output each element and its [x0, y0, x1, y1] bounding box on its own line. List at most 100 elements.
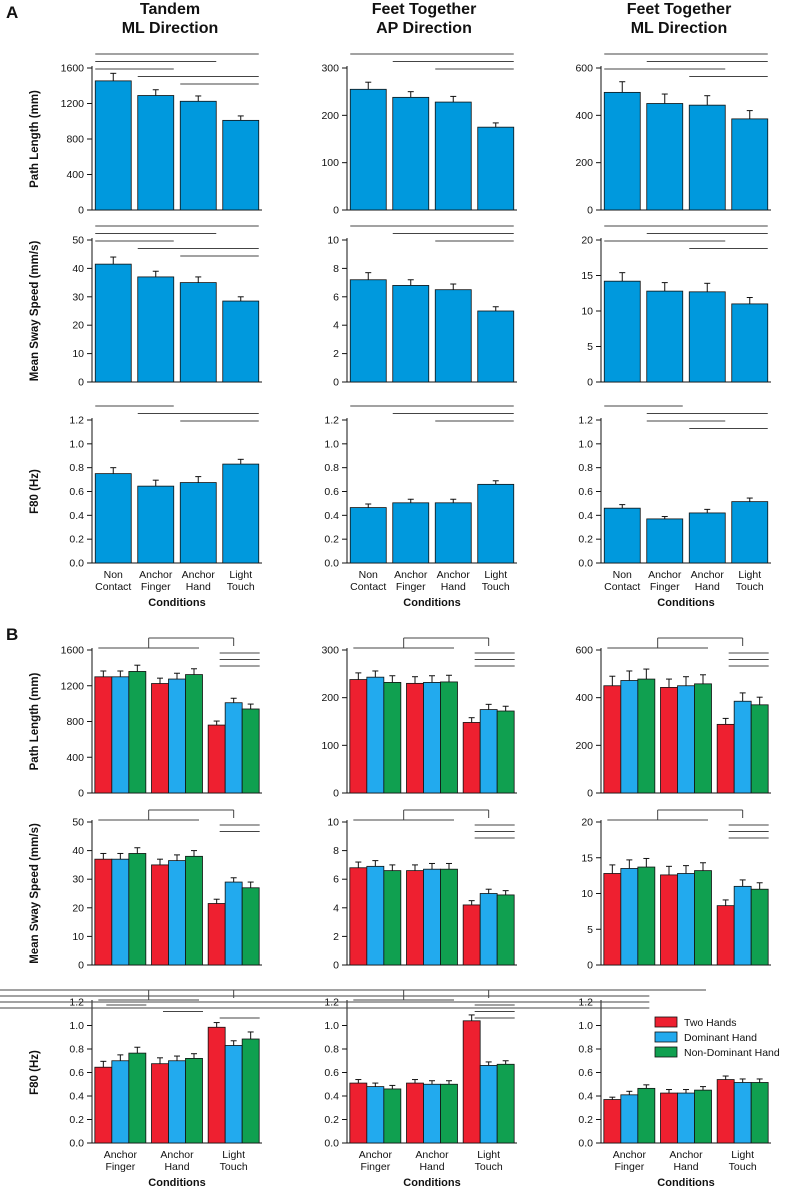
y-tick-label: 0.6 — [324, 486, 339, 498]
y-tick-label: 0 — [78, 788, 84, 800]
y-tick-label: 0.6 — [578, 486, 593, 498]
bar — [646, 518, 684, 564]
bar-dominant-hand — [111, 1060, 130, 1144]
bar — [137, 95, 175, 211]
chart-a-r1-c1: 0 2 4 6 8 10 — [327, 225, 517, 389]
y-tick-label: 0.4 — [69, 1091, 84, 1103]
bar — [731, 501, 769, 564]
y-tick-label: 5 — [587, 924, 593, 936]
bar-two-hands — [716, 905, 735, 966]
y-tick-label: 50 — [72, 817, 84, 829]
bar-two-hands — [603, 685, 622, 794]
x-tick-label: Touch — [729, 1161, 757, 1173]
x-tick-label: Hand — [164, 1161, 189, 1173]
y-tick-label: 0.6 — [578, 1067, 593, 1079]
bar-non-dominant-hand — [750, 1082, 769, 1144]
y-tick-label: 0.0 — [578, 558, 593, 570]
chart-a-r0-c2: 0 200 400 600 — [575, 53, 771, 217]
x-tick-label: Anchor — [691, 569, 725, 581]
chart-a-r1-c2: 0 5 10 15 20 — [581, 225, 771, 389]
x-tick-label: Anchor — [648, 569, 682, 581]
y-tick-label: 400 — [575, 110, 593, 122]
bar — [434, 502, 472, 564]
bar-two-hands — [94, 676, 113, 794]
y-tick-label: 2 — [333, 931, 339, 943]
x-tick-label: Touch — [475, 1161, 503, 1173]
y-tick-label: 20 — [72, 320, 84, 332]
x-tick-label: Hand — [419, 1161, 444, 1173]
y-tick-label: 300 — [321, 63, 339, 75]
bar-non-dominant-hand — [383, 682, 402, 794]
y-tick-label: 30 — [72, 874, 84, 886]
y-tick-label: 100 — [321, 740, 339, 752]
bar-dominant-hand — [366, 1086, 385, 1144]
y-tick-label: 0.4 — [324, 510, 339, 522]
bar-dominant-hand — [479, 709, 498, 794]
y-tick-label: 600 — [575, 63, 593, 75]
x-tick-label: Light — [738, 569, 761, 581]
bar-non-dominant-hand — [440, 868, 458, 966]
bar — [731, 303, 769, 383]
y-tick-label: 1600 — [61, 645, 85, 657]
bar-dominant-hand — [224, 702, 243, 794]
y-tick-label: 0.2 — [324, 1114, 339, 1126]
y-axis-label: Path Length (mm) — [29, 90, 41, 188]
bar-dominant-hand — [168, 860, 186, 966]
x-tick-label: Hand — [441, 581, 466, 593]
bar-dominant-hand — [423, 1083, 441, 1144]
bar-two-hands — [660, 687, 678, 794]
y-tick-label: 600 — [575, 645, 593, 657]
bar-non-dominant-hand — [496, 894, 515, 966]
bar-non-dominant-hand — [241, 1038, 260, 1144]
bar-dominant-hand — [677, 685, 695, 794]
column-title-2-line-1: ML Direction — [631, 20, 728, 37]
bar-two-hands — [151, 864, 169, 966]
bar-dominant-hand — [366, 676, 385, 794]
y-tick-label: 10 — [72, 931, 84, 943]
y-tick-label: 40 — [72, 845, 84, 857]
bar — [603, 91, 641, 211]
x-tick-label: Light — [484, 569, 507, 581]
bar-dominant-hand — [733, 1082, 752, 1144]
bar-non-dominant-hand — [750, 888, 769, 966]
bar-non-dominant-hand — [128, 671, 147, 794]
y-tick-label: 1.2 — [324, 415, 339, 427]
y-tick-label: 1.2 — [69, 415, 84, 427]
x-tick-label: Finger — [614, 1161, 644, 1173]
bar-non-dominant-hand — [241, 708, 260, 794]
column-title-1-line-1: AP Direction — [376, 20, 472, 37]
bar-non-dominant-hand — [694, 1089, 712, 1144]
y-tick-label: 0.8 — [578, 462, 593, 474]
y-tick-label: 800 — [66, 716, 84, 728]
y-tick-label: 30 — [72, 291, 84, 303]
chart-b-r1-c0: 0 10 20 30 40 50 Mean Sway Speed (mm/s) — [29, 809, 262, 972]
chart-b-r0-c1: 0 100 200 300 — [321, 637, 517, 800]
x-tick-label: Non — [359, 569, 378, 581]
y-axis-label: F80 (Hz) — [29, 1050, 41, 1095]
bar-non-dominant-hand — [694, 683, 712, 794]
y-tick-label: 15 — [581, 270, 593, 282]
bar — [222, 119, 260, 211]
x-tick-label: Hand — [673, 1161, 698, 1173]
chart-b-r1-c2: 0 5 10 15 20 — [581, 809, 771, 972]
y-tick-label: 0.2 — [578, 1114, 593, 1126]
y-tick-label: 6 — [333, 291, 339, 303]
x-tick-label: Anchor — [182, 569, 216, 581]
bar-two-hands — [349, 1082, 368, 1144]
y-tick-label: 200 — [321, 692, 339, 704]
bar-non-dominant-hand — [383, 1088, 402, 1144]
y-axis-label: Mean Sway Speed (mm/s) — [29, 241, 41, 382]
chart-b-r0-c2: 0 200 400 600 — [575, 637, 771, 800]
legend-swatch — [654, 1016, 678, 1028]
legend-label: Dominant Hand — [684, 1032, 757, 1044]
bar-dominant-hand — [733, 700, 752, 794]
y-tick-label: 1.0 — [578, 1020, 593, 1032]
bar-two-hands — [349, 679, 368, 794]
bar — [688, 104, 726, 211]
column-title-2-line-0: Feet Together — [627, 1, 732, 18]
panel-b-label: B — [6, 625, 18, 644]
legend-label: Two Hands — [684, 1017, 737, 1029]
bar-two-hands — [603, 873, 622, 966]
y-tick-label: 0.6 — [69, 1067, 84, 1079]
